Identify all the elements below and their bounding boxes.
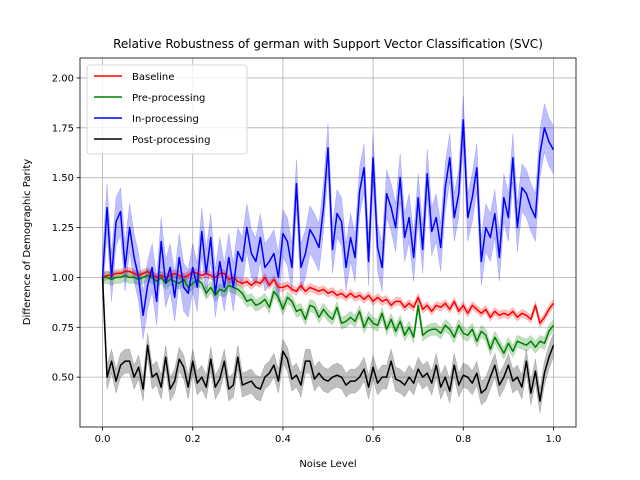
plot-area-frame bbox=[79, 57, 577, 428]
series-lines bbox=[101, 119, 555, 402]
band-post-processing bbox=[102, 265, 554, 414]
legend-label: Pre-processing bbox=[132, 93, 205, 104]
y-tick-label: 1.75 bbox=[52, 123, 74, 134]
y-tick-label: 0.75 bbox=[52, 323, 74, 334]
legend: Baseline Pre-processing In-processing Post-… bbox=[86, 64, 248, 155]
y-tick-label: 1.25 bbox=[52, 223, 74, 234]
x-tick-label: 1.0 bbox=[546, 434, 562, 445]
y-axis-label: Difference of Demographic Parity bbox=[22, 159, 33, 326]
y-tick-label: 1.00 bbox=[52, 273, 74, 284]
y-tick-label: 2.00 bbox=[52, 73, 74, 84]
x-tick-label: 0.0 bbox=[95, 434, 111, 445]
legend-label: Baseline bbox=[132, 72, 174, 83]
series-line-in-processing bbox=[101, 119, 555, 317]
x-axis-ticks: 0.0 0.2 0.4 0.6 0.8 1.0 bbox=[95, 427, 562, 445]
x-tick-label: 0.8 bbox=[455, 434, 471, 445]
band-baseline bbox=[102, 267, 554, 328]
x-tick-label: 0.2 bbox=[185, 434, 201, 445]
series-line-pre-processing bbox=[102, 274, 555, 354]
x-tick-label: 0.6 bbox=[365, 434, 381, 445]
band-in-processing bbox=[102, 95, 554, 340]
y-tick-label: 1.50 bbox=[52, 173, 74, 184]
grid-lines bbox=[80, 58, 576, 427]
x-tick-label: 0.4 bbox=[275, 434, 291, 445]
x-axis-label: Noise Level bbox=[299, 459, 356, 470]
chart-title: Relative Robustness of german with Suppo… bbox=[113, 37, 543, 51]
y-tick-label: 0.50 bbox=[52, 373, 74, 384]
legend-label: In-processing bbox=[132, 114, 199, 125]
series-line-post-processing bbox=[101, 277, 555, 402]
legend-label: Post-processing bbox=[132, 135, 210, 146]
legend-box bbox=[86, 64, 248, 155]
y-axis-ticks: 0.50 0.75 1.00 1.25 1.50 1.75 2.00 bbox=[52, 73, 80, 384]
